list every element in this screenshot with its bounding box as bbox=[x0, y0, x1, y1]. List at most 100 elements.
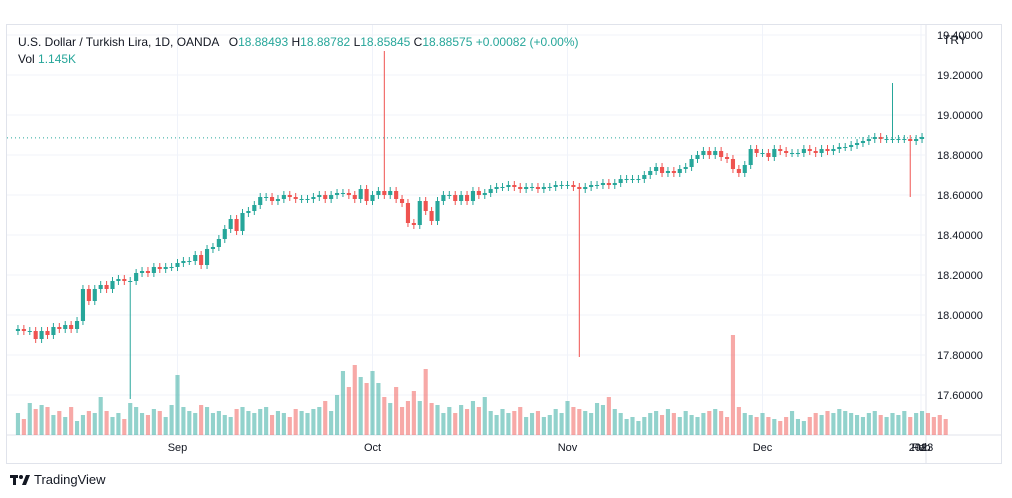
candle-body bbox=[482, 193, 487, 195]
candle-body bbox=[500, 187, 505, 188]
volume-bar bbox=[163, 417, 168, 435]
volume-bar bbox=[228, 417, 233, 435]
candle-body bbox=[890, 139, 895, 140]
currency-label: TRY bbox=[943, 33, 967, 47]
volume-bar bbox=[317, 407, 322, 435]
candle-body bbox=[151, 267, 156, 273]
candle-body bbox=[878, 137, 883, 139]
volume-bar bbox=[57, 411, 62, 435]
volume-bar bbox=[701, 413, 706, 435]
volume-bar bbox=[240, 407, 245, 435]
volume-bar bbox=[329, 411, 334, 435]
volume-bar bbox=[86, 411, 91, 435]
price-chart[interactable]: 19.40000 19.20000 19.00000 18.80000 18.60000… bbox=[7, 25, 1001, 463]
volume-bar bbox=[600, 405, 606, 435]
volume-bar bbox=[937, 415, 942, 435]
volume-bar bbox=[547, 415, 552, 435]
candle-body bbox=[382, 191, 387, 195]
volume-bar bbox=[370, 371, 375, 435]
x-tick-label: Dec bbox=[753, 442, 773, 454]
candle-body bbox=[636, 179, 641, 180]
candle-body bbox=[264, 197, 269, 198]
candle-body bbox=[701, 151, 706, 155]
close-value: 18.88575 bbox=[422, 35, 473, 49]
volume-bar bbox=[494, 415, 499, 435]
y-tick-label: 18.20000 bbox=[937, 270, 983, 282]
candle-body bbox=[258, 197, 263, 205]
volume-bar bbox=[849, 413, 854, 435]
volume-bar bbox=[559, 413, 564, 435]
volume-bar bbox=[908, 417, 913, 435]
volume-bar bbox=[394, 387, 399, 435]
candle-body bbox=[63, 325, 68, 329]
candle-body bbox=[506, 185, 511, 187]
candle-body bbox=[801, 149, 806, 153]
low-label: L bbox=[353, 35, 361, 49]
candle-body bbox=[216, 239, 221, 247]
volume-bar bbox=[388, 403, 393, 435]
volume-bar bbox=[677, 417, 682, 435]
tradingview-footer[interactable]: TradingView bbox=[10, 472, 106, 487]
volume-bar bbox=[695, 417, 700, 435]
volume-bar bbox=[825, 411, 830, 435]
volume-bar bbox=[488, 411, 493, 435]
candle-body bbox=[346, 193, 351, 195]
volume-bar bbox=[654, 411, 659, 435]
volume-bar bbox=[269, 415, 275, 435]
candle-body bbox=[470, 191, 476, 201]
candle-body bbox=[51, 327, 56, 335]
tradingview-logo-icon bbox=[10, 474, 30, 485]
candle-body bbox=[459, 195, 464, 201]
candle-body bbox=[589, 185, 594, 187]
volume-bar bbox=[837, 409, 842, 435]
candle-body bbox=[795, 153, 801, 154]
candle-body bbox=[766, 153, 771, 157]
candle-body bbox=[104, 285, 109, 289]
candle-body bbox=[488, 189, 493, 193]
candle-body bbox=[600, 183, 606, 185]
candle-body bbox=[654, 167, 659, 171]
volume-bar bbox=[565, 401, 570, 435]
volume-bar bbox=[919, 411, 925, 435]
volume-bar bbox=[630, 417, 635, 435]
candle-body bbox=[234, 219, 239, 231]
candle-body bbox=[547, 187, 552, 188]
candle-body bbox=[624, 179, 629, 180]
candle-body bbox=[246, 211, 251, 213]
candle-body bbox=[807, 149, 812, 151]
volume-bar bbox=[896, 415, 901, 435]
volume-bar bbox=[175, 375, 180, 435]
candle-body bbox=[902, 139, 907, 140]
candle-body bbox=[98, 285, 103, 289]
candle-body bbox=[642, 175, 647, 179]
candle-body bbox=[559, 185, 564, 186]
volume-bar bbox=[258, 409, 263, 435]
candle-body bbox=[772, 149, 777, 157]
chart-frame: 19.40000 19.20000 19.00000 18.80000 18.60000… bbox=[6, 24, 1002, 464]
vol-label: Vol bbox=[18, 52, 35, 66]
volume-bar bbox=[311, 409, 316, 435]
candle-body bbox=[80, 289, 86, 321]
volume-bar bbox=[872, 411, 877, 435]
volume-bar bbox=[122, 419, 127, 435]
volume-bar bbox=[80, 415, 86, 435]
volume-bar bbox=[659, 415, 665, 435]
volume-bar bbox=[323, 401, 328, 435]
volume-bar bbox=[340, 371, 346, 435]
candle-body bbox=[281, 195, 286, 199]
y-tick-label: 17.60000 bbox=[937, 390, 983, 402]
candle-body bbox=[529, 187, 535, 188]
candle-body bbox=[210, 247, 216, 249]
candle-body bbox=[630, 179, 635, 180]
y-tick-label: 18.00000 bbox=[937, 310, 983, 322]
candle-body bbox=[175, 263, 180, 267]
candle-body bbox=[145, 271, 151, 273]
candle-body bbox=[659, 167, 665, 173]
candle-body bbox=[784, 151, 789, 153]
volume-legend: Vol 1.145K bbox=[18, 52, 76, 66]
volume-bar bbox=[819, 415, 824, 435]
candle-body bbox=[648, 171, 653, 175]
candle-body bbox=[204, 249, 210, 265]
candle-body bbox=[571, 185, 576, 187]
volume-bar bbox=[287, 417, 292, 435]
